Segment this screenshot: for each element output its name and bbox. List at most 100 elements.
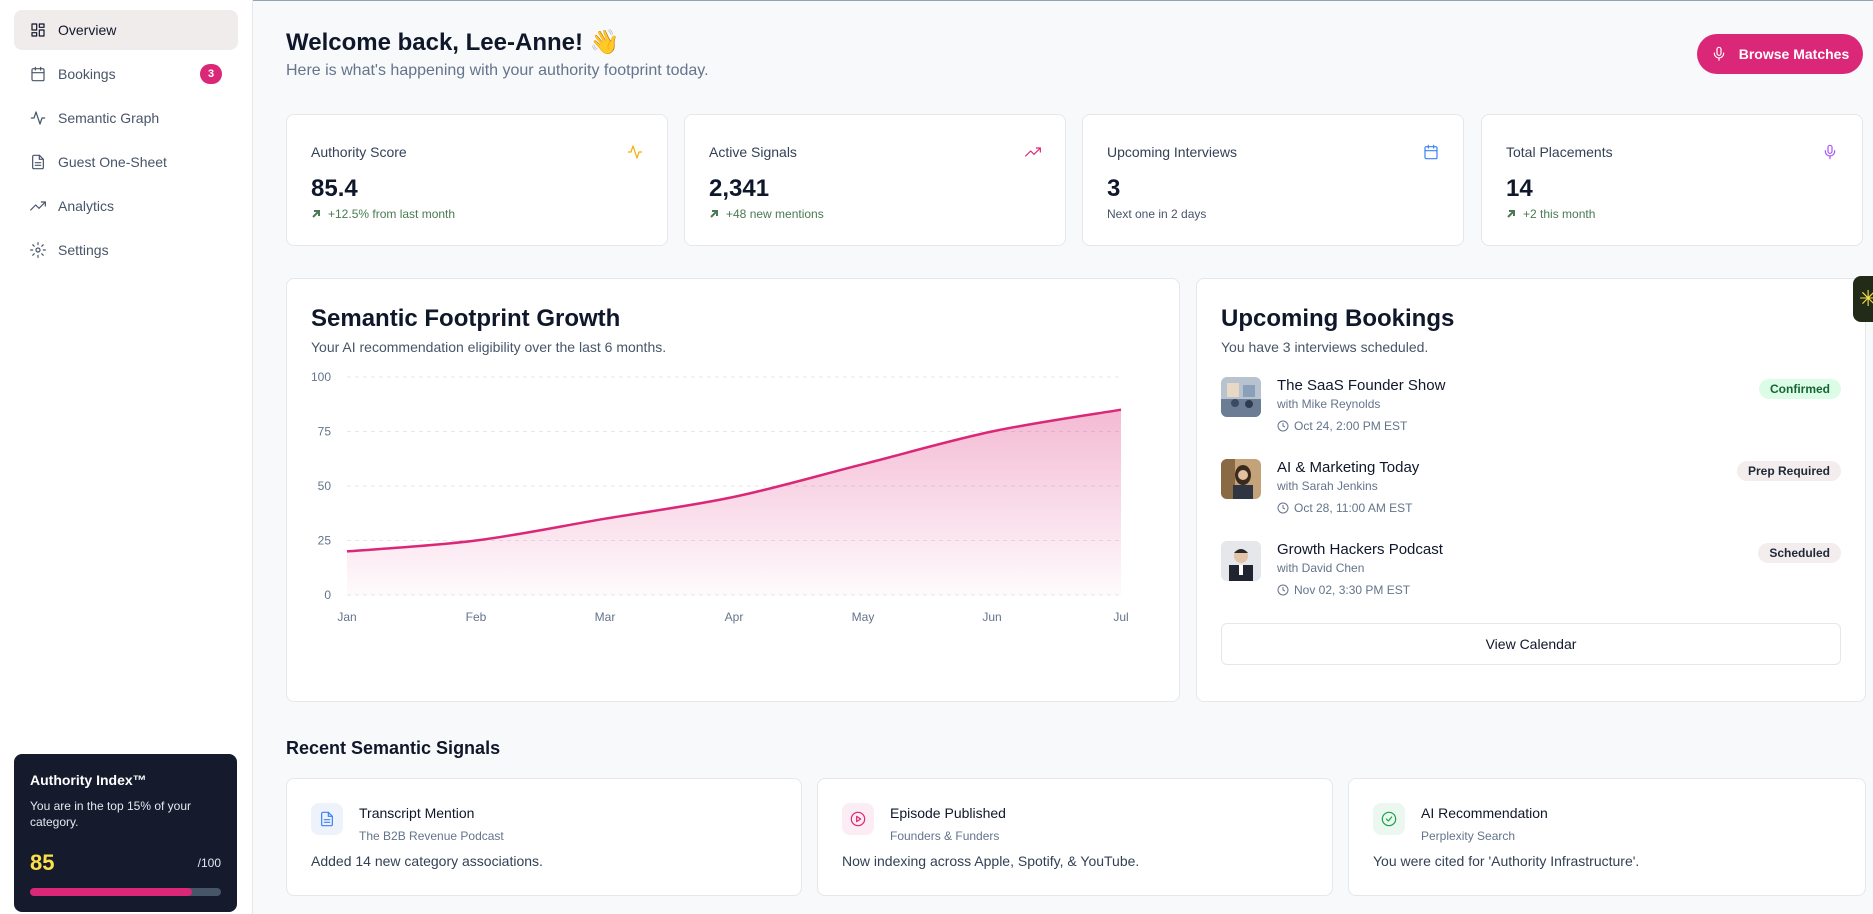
- semantic-footprint-chart: 0 25 50 75 100 Jan Feb Mar Apr May Jun Jul: [311, 370, 1129, 624]
- x-tick-label: Mar: [595, 610, 616, 624]
- booking-host: with Sarah Jenkins: [1277, 479, 1378, 493]
- y-tick-label: 25: [318, 534, 332, 548]
- stat-card-upcoming-interviews: Upcoming Interviews 3 Next one in 2 days: [1082, 114, 1464, 246]
- clock-icon: [1277, 502, 1289, 514]
- x-tick-label: Apr: [725, 610, 744, 624]
- stat-value: 2,341: [709, 175, 770, 202]
- signal-description: You were cited for 'Authority Infrastruc…: [1373, 853, 1640, 869]
- booking-time: Oct 28, 11:00 AM EST: [1277, 501, 1413, 515]
- document-icon: [311, 803, 343, 835]
- status-badge: Prep Required: [1736, 461, 1841, 481]
- browse-matches-button[interactable]: Browse Matches: [1697, 34, 1863, 74]
- stat-note-text: Next one in 2 days: [1107, 207, 1207, 221]
- sidebar-item-guest-one-sheet[interactable]: Guest One-Sheet: [14, 142, 238, 182]
- booking-item[interactable]: Growth Hackers Podcast with David Chen N…: [1221, 541, 1841, 605]
- arrow-up-right-icon: [710, 210, 718, 218]
- view-calendar-button[interactable]: View Calendar: [1221, 623, 1841, 665]
- signal-title: Transcript Mention: [359, 805, 475, 821]
- authority-progress-fill: [30, 888, 193, 896]
- stat-card-total-placements: Total Placements 14 +2 this month: [1481, 114, 1863, 246]
- page-title: Welcome back, Lee-Anne! 👋: [286, 29, 620, 56]
- booking-item[interactable]: The SaaS Founder Show with Mike Reynolds…: [1221, 377, 1841, 441]
- check-circle-icon: [1373, 803, 1405, 835]
- booking-time-text: Oct 28, 11:00 AM EST: [1294, 501, 1413, 515]
- dashboard-icon: [30, 22, 46, 38]
- sidebar-item-label: Settings: [58, 242, 109, 258]
- stat-label: Active Signals: [709, 144, 797, 160]
- booking-item[interactable]: AI & Marketing Today with Sarah Jenkins …: [1221, 459, 1841, 523]
- arrow-up-right-icon: [1507, 210, 1515, 218]
- x-tick-label: Feb: [466, 610, 487, 624]
- stat-value: 14: [1506, 175, 1533, 202]
- signal-card-ai-recommendation[interactable]: AI Recommendation Perplexity Search You …: [1348, 778, 1866, 896]
- stat-note: Next one in 2 days: [1107, 207, 1206, 221]
- podcast-thumbnail: [1221, 459, 1261, 499]
- upcoming-bookings-panel: Upcoming Bookings You have 3 interviews …: [1196, 278, 1866, 702]
- gear-icon: [30, 242, 46, 258]
- pulse-icon: [627, 144, 643, 160]
- sidebar-item-label: Guest One-Sheet: [58, 154, 167, 170]
- page-subtitle: Here is what's happening with your autho…: [286, 62, 709, 79]
- signal-title: AI Recommendation: [1421, 805, 1548, 821]
- chart-title: Semantic Footprint Growth: [311, 305, 621, 332]
- y-tick-label: 75: [318, 425, 332, 439]
- authority-index-max: /100: [197, 856, 221, 870]
- booking-time: Nov 02, 3:30 PM EST: [1277, 583, 1410, 597]
- booking-time: Oct 24, 2:00 PM EST: [1277, 419, 1407, 433]
- clock-icon: [1277, 420, 1289, 432]
- signal-card-transcript-mention[interactable]: Transcript Mention The B2B Revenue Podca…: [286, 778, 802, 896]
- arrow-up-right-icon: [312, 210, 320, 218]
- trending-up-icon: [30, 198, 46, 214]
- chart-series-line: [346, 408, 1122, 553]
- bookings-count-badge: 3: [200, 64, 222, 84]
- signal-source: Perplexity Search: [1421, 829, 1516, 843]
- sidebar-item-overview[interactable]: Overview: [14, 10, 238, 50]
- sidebar-item-analytics[interactable]: Analytics: [14, 186, 238, 226]
- calendar-icon: [1423, 144, 1439, 160]
- authority-progress-track: [30, 888, 221, 896]
- signal-card-episode-published[interactable]: Episode Published Founders & Funders Now…: [817, 778, 1333, 896]
- authority-index-card: Authority Index™ You are in the top 15% …: [14, 754, 237, 912]
- sidebar-item-settings[interactable]: Settings: [14, 230, 238, 270]
- calendar-icon: [30, 66, 46, 82]
- x-tick-label: Jul: [1113, 610, 1128, 624]
- booking-host: with Mike Reynolds: [1277, 397, 1381, 411]
- signal-source: Founders & Funders: [890, 829, 1000, 843]
- bookings-subtitle: You have 3 interviews scheduled.: [1221, 339, 1429, 355]
- status-badge: Scheduled: [1758, 543, 1841, 563]
- booking-name: AI & Marketing Today: [1277, 459, 1420, 476]
- booking-time-text: Oct 24, 2:00 PM EST: [1294, 419, 1408, 433]
- mic-icon: [1822, 144, 1838, 160]
- browse-matches-label: Browse Matches: [1738, 46, 1850, 62]
- stat-label: Authority Score: [311, 144, 407, 160]
- y-tick-label: 50: [318, 479, 332, 493]
- stat-card-active-signals: Active Signals 2,341 +48 new mentions: [684, 114, 1066, 246]
- window-top-border: [0, 0, 1873, 1]
- status-badge: Confirmed: [1759, 379, 1841, 399]
- booking-name: Growth Hackers Podcast: [1277, 541, 1443, 558]
- stat-label: Total Placements: [1506, 144, 1613, 160]
- stat-value: 3: [1107, 175, 1121, 202]
- clock-icon: [1277, 584, 1289, 596]
- sidebar-nav: Overview Bookings 3 Semantic Graph Guest…: [0, 0, 252, 284]
- y-tick-label: 100: [311, 370, 331, 384]
- sidebar-item-label: Analytics: [58, 198, 115, 214]
- sparkle-icon: ✳: [1859, 286, 1873, 311]
- sidebar-item-label: Overview: [58, 22, 117, 38]
- sidebar-item-label: Semantic Graph: [58, 110, 160, 126]
- booking-name: The SaaS Founder Show: [1277, 377, 1446, 394]
- sidebar-item-label: Bookings: [58, 66, 116, 82]
- floating-assistant-tab[interactable]: ✳: [1853, 276, 1873, 322]
- stat-note-text: +2 this month: [1523, 207, 1596, 221]
- signal-source: The B2B Revenue Podcast: [359, 829, 504, 843]
- document-icon: [30, 154, 46, 170]
- authority-index-score: 85: [30, 850, 55, 875]
- bookings-title: Upcoming Bookings: [1221, 305, 1455, 332]
- sidebar-item-bookings[interactable]: Bookings 3: [14, 54, 238, 94]
- authority-index-text: You are in the top 15% of your category.: [30, 799, 192, 829]
- activity-icon: [30, 110, 46, 126]
- chart-area-fill: [347, 409, 1121, 595]
- sidebar: Overview Bookings 3 Semantic Graph Guest…: [0, 0, 253, 914]
- x-tick-label: Jan: [337, 610, 356, 624]
- sidebar-item-semantic-graph[interactable]: Semantic Graph: [14, 98, 238, 138]
